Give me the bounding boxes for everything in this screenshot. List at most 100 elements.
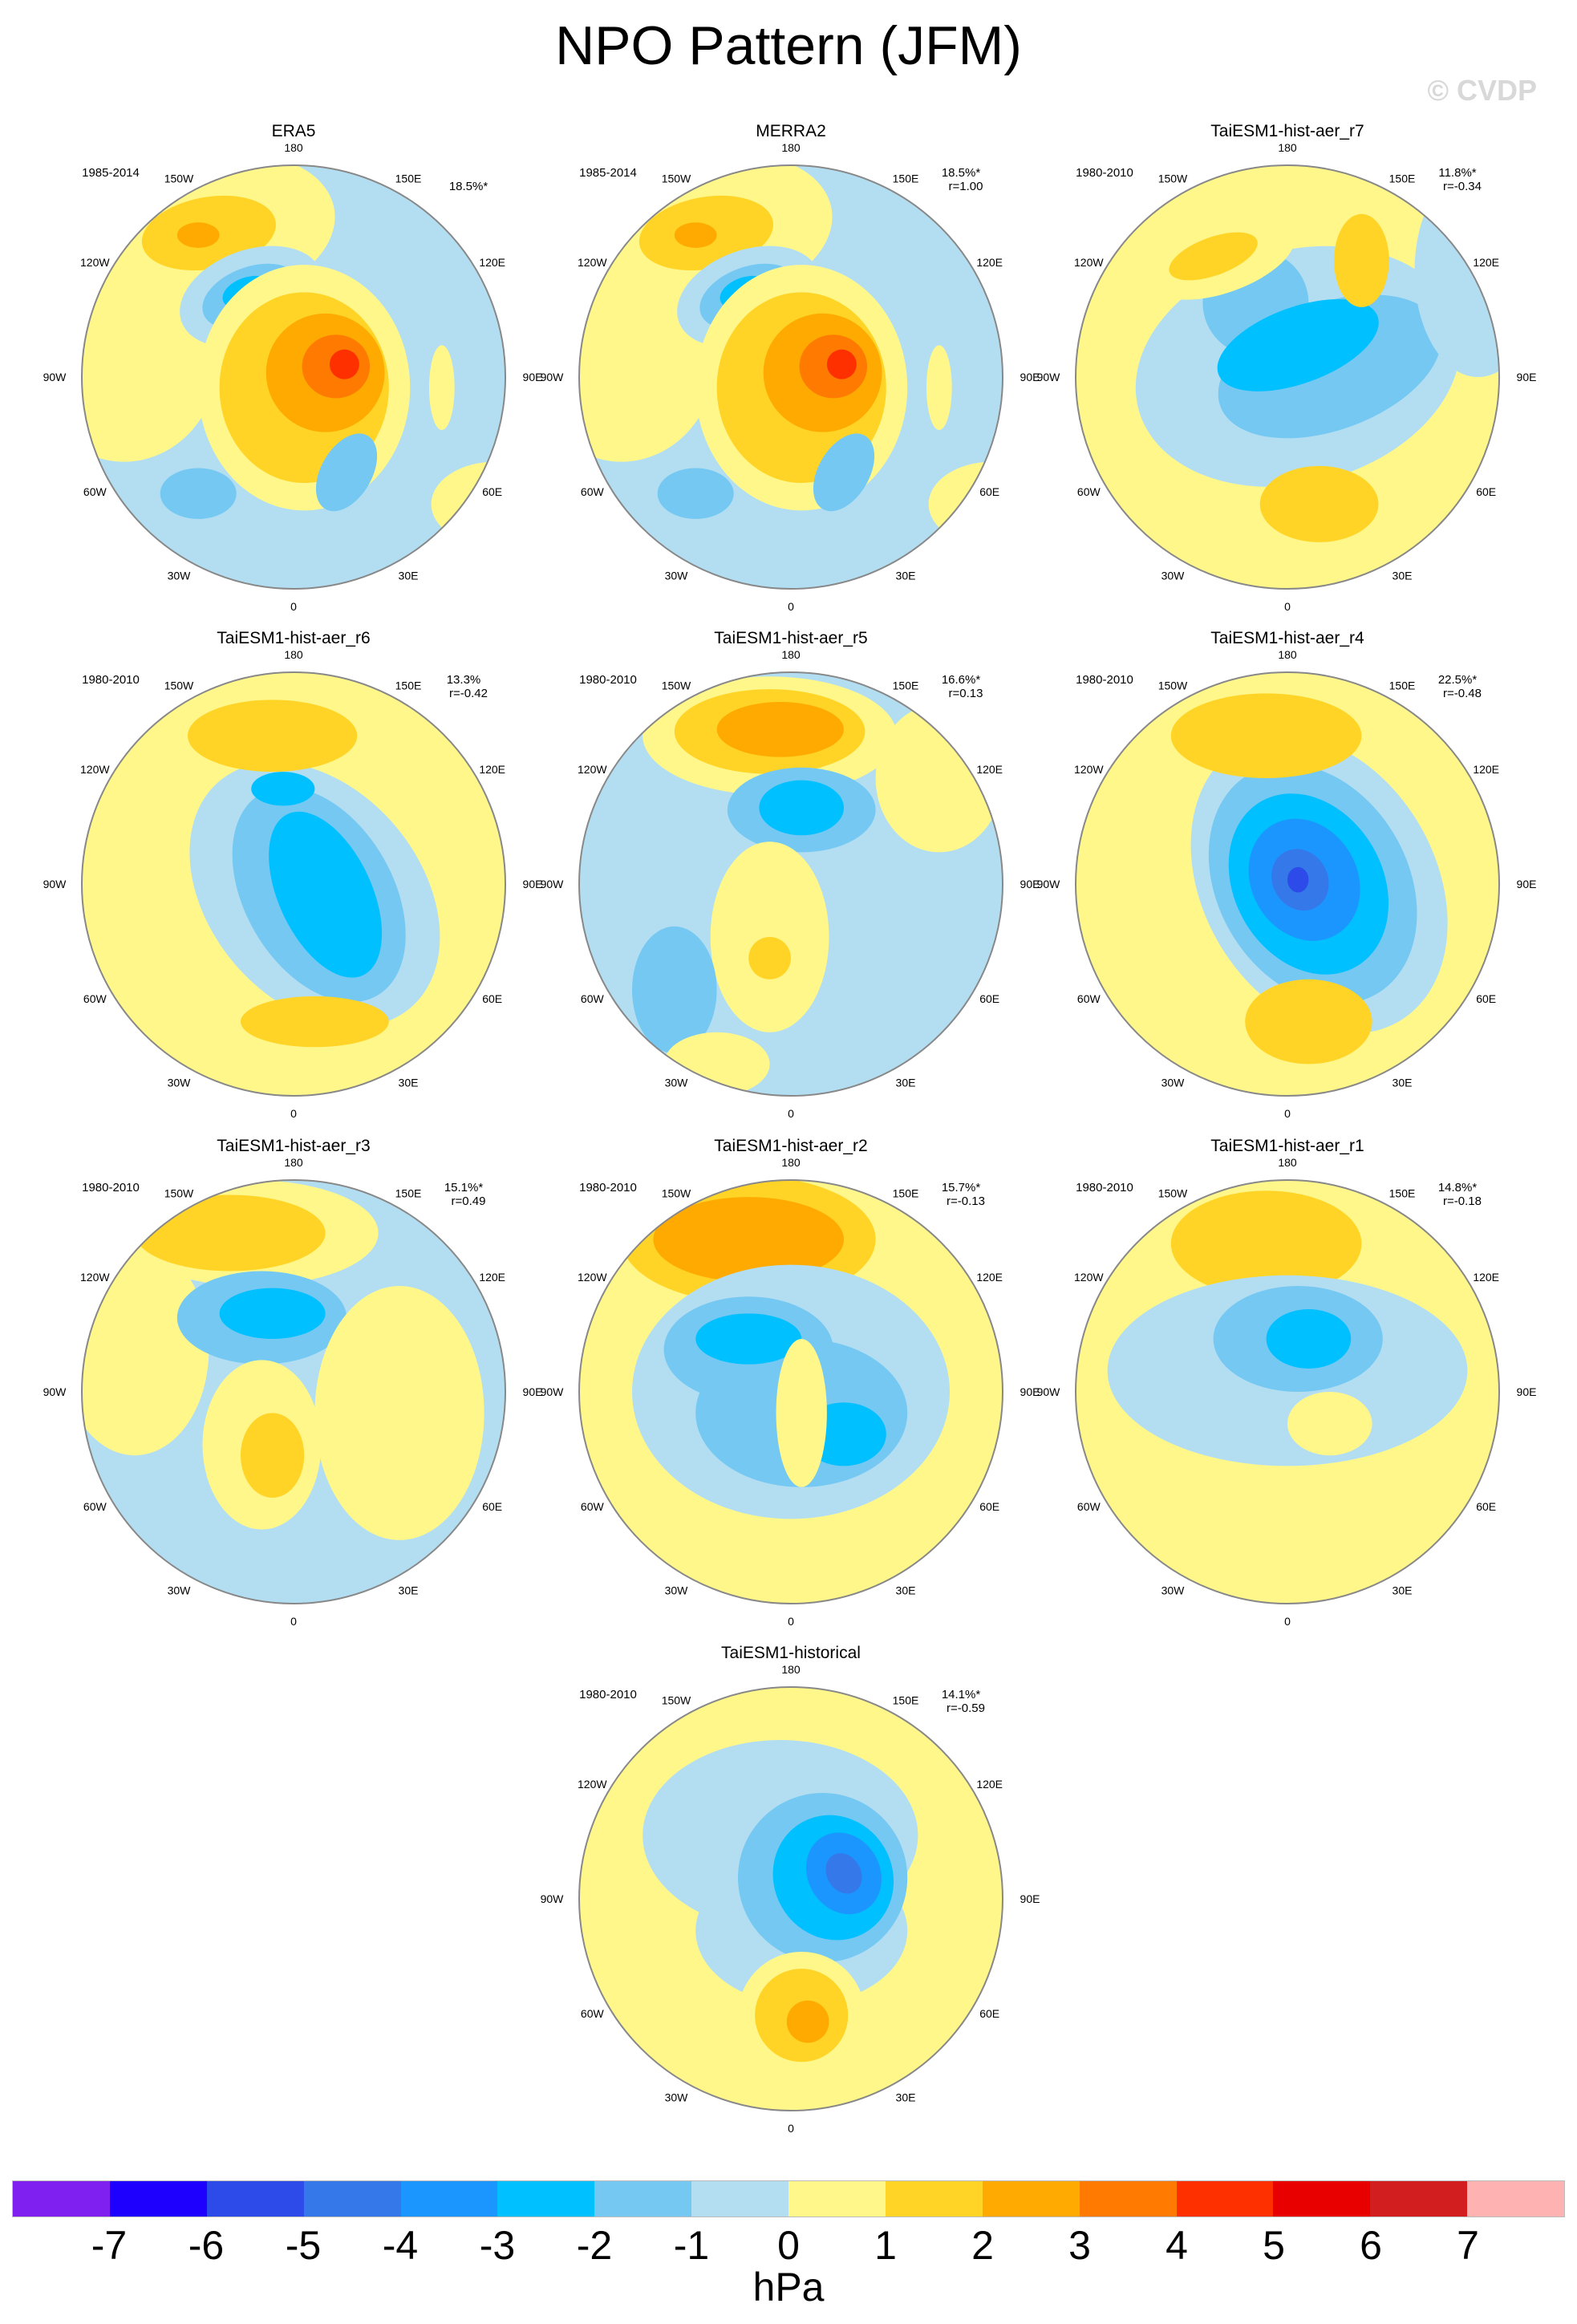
map-boundary [1075, 1179, 1500, 1604]
longitude-label: 120W [578, 1271, 607, 1284]
contour-region [579, 249, 717, 462]
longitude-label: 150E [395, 679, 422, 692]
longitude-label: 150W [662, 1186, 691, 1199]
contour-region [1170, 693, 1362, 778]
longitude-label: 90W [43, 371, 67, 383]
colorbar-swatch [497, 2181, 595, 2217]
contour-region [928, 461, 1003, 547]
longitude-label: 150W [1158, 679, 1188, 692]
panel-correlation: r=-0.34 [1443, 180, 1482, 193]
contour-region [1259, 465, 1379, 542]
panel-title: TaiESM1-hist-aer_r2 [714, 1137, 867, 1155]
contour-region [786, 2000, 829, 2043]
longitude-label: 60E [1476, 1500, 1496, 1513]
map-boundary [578, 1179, 1003, 1604]
contour-region [160, 468, 237, 519]
longitude-label: 180 [781, 141, 801, 154]
panel-period: 1980-2010 [82, 1181, 140, 1194]
panel-variance: 11.8%* [1438, 166, 1476, 180]
panel-variance: 14.1%* [942, 1688, 981, 1701]
longitude-label: 120W [1074, 763, 1104, 776]
longitude-label: 150E [395, 1186, 422, 1199]
longitude-label: 120E [1473, 1271, 1499, 1284]
longitude-label: 90E [523, 371, 543, 383]
contour-region [1169, 232, 1258, 281]
longitude-label: 60E [482, 1500, 502, 1513]
colorbar-tick-label: -4 [382, 2223, 419, 2268]
longitude-label: 150E [893, 172, 919, 185]
map-panel: TaiESM1-hist-aer_r5 1980-2010 16.6%*r=0.13… [541, 629, 1040, 1120]
longitude-label: 120W [80, 763, 110, 776]
longitude-label: 30W [1161, 570, 1186, 582]
contour-region [176, 222, 220, 248]
panel-correlation: r=0.13 [949, 687, 983, 700]
longitude-label: 150E [893, 1693, 919, 1706]
panel-period: 1980-2010 [579, 1181, 637, 1194]
longitude-label: 180 [781, 1663, 801, 1676]
colorbar-swatch [1467, 2181, 1564, 2217]
longitude-label: 90W [43, 878, 67, 890]
longitude-label: 150W [1158, 172, 1188, 185]
longitude-label: 0 [290, 1615, 297, 1628]
contour-region [776, 1339, 827, 1487]
longitude-label: 60E [482, 485, 502, 498]
colorbar-swatch [400, 2181, 498, 2217]
longitude-label: 180 [284, 141, 303, 154]
longitude-label: 90E [1517, 1385, 1537, 1398]
slp-field [82, 672, 505, 1096]
longitude-label: 120E [479, 763, 505, 776]
longitude-label: 150W [164, 679, 194, 692]
panel-variance: 18.5%* [942, 166, 981, 180]
longitude-label: 150E [1389, 172, 1416, 185]
longitude-label: 120W [578, 1778, 607, 1791]
colorbar-tick-label: 0 [777, 2223, 800, 2268]
map-boundary [578, 671, 1003, 1097]
longitude-label: 30E [399, 1077, 419, 1089]
colorbar-swatch [206, 2181, 304, 2217]
map-panel: MERRA2 1985-2014 18.5%*r=1.00 180 150E 120E 90… [541, 122, 1040, 613]
longitude-label: 30W [665, 1077, 689, 1089]
longitude-label: 150W [1158, 1186, 1188, 1199]
contour-region [1170, 1190, 1362, 1297]
longitude-label: 90E [1020, 1892, 1040, 1905]
longitude-label: 180 [284, 1156, 303, 1169]
colorbar-tick-label: 3 [1068, 2223, 1091, 2268]
longitude-label: 180 [1278, 648, 1297, 661]
colorbar-tick-label: 5 [1263, 2223, 1285, 2268]
longitude-label: 60W [581, 2007, 605, 2020]
map-boundary [1075, 164, 1500, 590]
longitude-label: 30E [896, 2091, 916, 2104]
longitude-label: 30W [1161, 1584, 1186, 1597]
longitude-label: 90E [1517, 371, 1537, 383]
longitude-label: 30W [665, 570, 689, 582]
longitude-label: 90W [43, 1385, 67, 1398]
longitude-label: 90E [1020, 1385, 1040, 1398]
contour-region [759, 780, 844, 836]
longitude-label: 30E [896, 1077, 916, 1089]
longitude-label: 30W [168, 1077, 192, 1089]
longitude-label: 0 [1284, 1107, 1291, 1120]
longitude-label: 0 [1284, 600, 1291, 613]
colorbar-swatch [1176, 2181, 1274, 2217]
longitude-label: 150W [164, 172, 194, 185]
main-title: NPO Pattern (JFM) [555, 15, 1022, 76]
colorbar-swatch [691, 2181, 788, 2217]
longitude-label: 180 [1278, 1156, 1297, 1169]
colorbar-tick-label: -7 [91, 2223, 128, 2268]
colorbar-unit: hPa [752, 2265, 825, 2310]
map-panel: TaiESM1-hist-aer_r7 1980-2010 11.8%*r=-0.3… [1037, 122, 1537, 613]
panel-title: TaiESM1-hist-aer_r4 [1210, 629, 1364, 647]
panel-variance: 13.3% [447, 673, 481, 687]
longitude-label: 60E [482, 992, 502, 1005]
longitude-label: 120E [479, 1271, 505, 1284]
colorbar-tick-label: 7 [1457, 2223, 1479, 2268]
colorbar-swatch [1370, 2181, 1468, 2217]
longitude-label: 120E [976, 256, 1003, 269]
contour-region [926, 345, 952, 430]
longitude-label: 0 [290, 1107, 297, 1120]
contour-region [1266, 1309, 1352, 1369]
longitude-label: 120E [976, 1778, 1003, 1791]
longitude-label: 120W [578, 256, 607, 269]
contour-region [710, 842, 829, 1032]
longitude-label: 90E [523, 1385, 543, 1398]
